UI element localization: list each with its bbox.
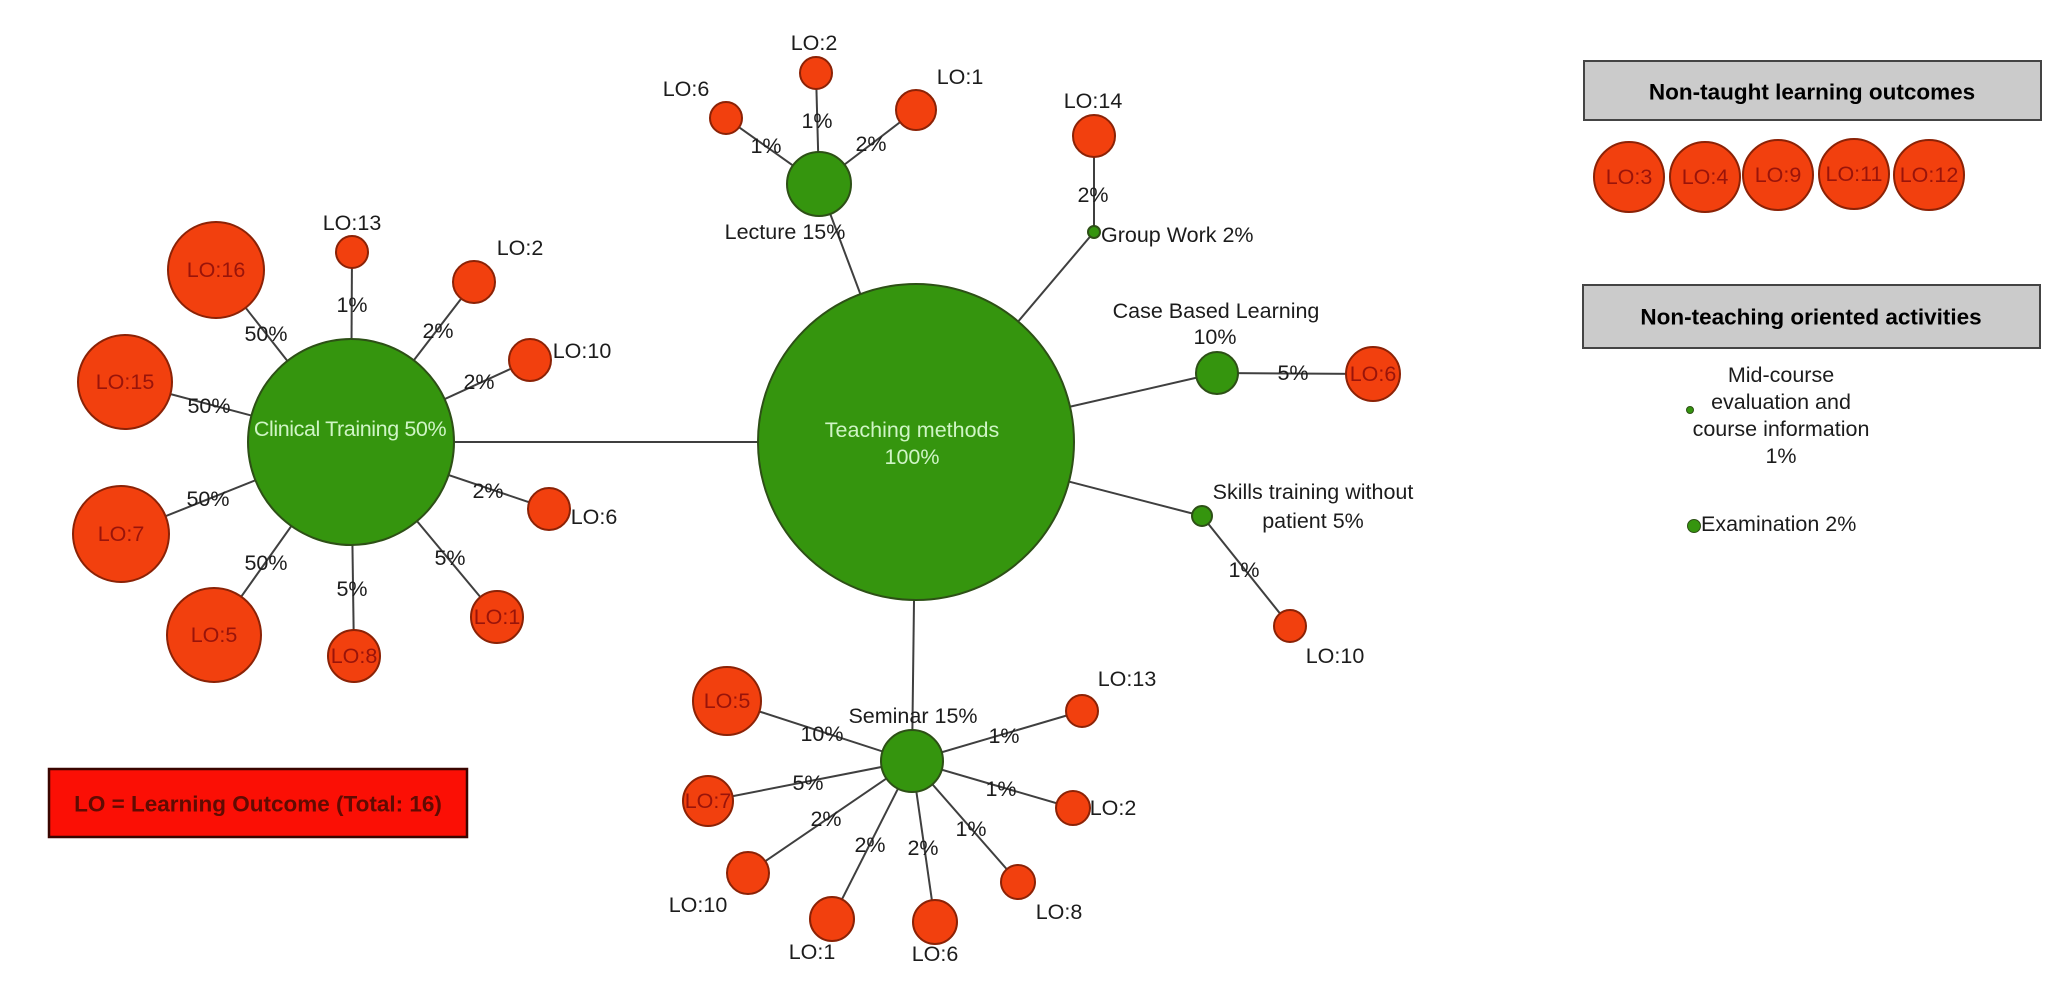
- svg-text:1%: 1%: [1765, 444, 1796, 468]
- svg-text:LO:7: LO:7: [685, 789, 732, 813]
- svg-text:LO:2: LO:2: [1090, 796, 1137, 820]
- svg-text:LO:6: LO:6: [571, 505, 618, 529]
- svg-text:LO:4: LO:4: [1682, 165, 1729, 189]
- svg-text:patient 5%: patient 5%: [1262, 509, 1364, 533]
- svg-text:100%: 100%: [885, 445, 940, 469]
- svg-text:LO:14: LO:14: [1064, 89, 1123, 113]
- svg-text:2%: 2%: [463, 370, 494, 394]
- svg-text:2%: 2%: [1077, 183, 1108, 207]
- svg-text:Lecture 15%: Lecture 15%: [725, 220, 846, 244]
- svg-text:50%: 50%: [186, 487, 229, 511]
- svg-text:2%: 2%: [855, 132, 886, 156]
- svg-text:LO:10: LO:10: [1306, 644, 1365, 668]
- svg-text:LO:6: LO:6: [663, 77, 710, 101]
- svg-text:course information: course information: [1693, 417, 1870, 441]
- svg-text:LO:8: LO:8: [1036, 900, 1083, 924]
- svg-text:LO:2: LO:2: [791, 31, 838, 55]
- svg-text:2%: 2%: [907, 836, 938, 860]
- svg-text:Case Based Learning: Case Based Learning: [1113, 299, 1320, 323]
- svg-text:LO:12: LO:12: [1900, 163, 1959, 187]
- svg-text:LO:6: LO:6: [1350, 362, 1397, 386]
- svg-text:LO:1: LO:1: [937, 65, 984, 89]
- svg-text:LO:13: LO:13: [1098, 667, 1157, 691]
- svg-text:2%: 2%: [472, 479, 503, 503]
- svg-text:LO:10: LO:10: [669, 893, 728, 917]
- svg-text:1%: 1%: [1228, 558, 1259, 582]
- svg-text:Non-taught learning outcomes: Non-taught learning outcomes: [1649, 80, 1975, 105]
- svg-text:10%: 10%: [800, 722, 843, 746]
- svg-text:2%: 2%: [422, 319, 453, 343]
- svg-text:50%: 50%: [244, 551, 287, 575]
- svg-text:Seminar 15%: Seminar 15%: [848, 704, 977, 728]
- svg-text:1%: 1%: [988, 724, 1019, 748]
- svg-text:LO:1: LO:1: [474, 605, 521, 629]
- svg-text:Examination 2%: Examination 2%: [1701, 512, 1856, 536]
- svg-text:LO:5: LO:5: [704, 689, 751, 713]
- svg-text:LO:7: LO:7: [98, 522, 145, 546]
- svg-text:LO:8: LO:8: [331, 644, 378, 668]
- svg-text:LO:3: LO:3: [1606, 165, 1653, 189]
- svg-text:5%: 5%: [1277, 361, 1308, 385]
- svg-text:1%: 1%: [801, 109, 832, 133]
- svg-text:LO:10: LO:10: [553, 339, 612, 363]
- svg-text:5%: 5%: [792, 771, 823, 795]
- svg-text:2%: 2%: [810, 807, 841, 831]
- svg-text:LO:9: LO:9: [1755, 163, 1802, 187]
- svg-text:50%: 50%: [244, 322, 287, 346]
- svg-text:2%: 2%: [854, 833, 885, 857]
- svg-text:LO = Learning Outcome (Total:: LO = Learning Outcome (Total: 16): [74, 792, 442, 817]
- svg-text:LO:1: LO:1: [789, 940, 836, 964]
- svg-text:LO:16: LO:16: [187, 258, 246, 282]
- svg-text:Non-teaching oriented activiti: Non-teaching oriented activities: [1640, 305, 1981, 330]
- svg-text:LO:5: LO:5: [191, 623, 238, 647]
- svg-text:LO:2: LO:2: [497, 236, 544, 260]
- svg-text:5%: 5%: [336, 577, 367, 601]
- svg-text:LO:15: LO:15: [96, 370, 155, 394]
- svg-text:Group Work 2%: Group Work 2%: [1101, 223, 1254, 247]
- svg-text:1%: 1%: [955, 817, 986, 841]
- svg-text:1%: 1%: [750, 134, 781, 158]
- svg-text:Mid-course: Mid-course: [1728, 363, 1834, 387]
- svg-text:1%: 1%: [985, 777, 1016, 801]
- svg-text:LO:13: LO:13: [323, 211, 382, 235]
- svg-text:50%: 50%: [187, 394, 230, 418]
- svg-text:5%: 5%: [434, 546, 465, 570]
- svg-text:10%: 10%: [1193, 325, 1236, 349]
- svg-text:Clinical Training 50%: Clinical Training 50%: [254, 417, 447, 441]
- svg-text:Teaching methods: Teaching methods: [825, 418, 1000, 442]
- svg-text:Skills training without: Skills training without: [1213, 480, 1414, 504]
- svg-text:evaluation and: evaluation and: [1711, 390, 1851, 414]
- svg-text:LO:6: LO:6: [912, 942, 959, 966]
- svg-text:LO:11: LO:11: [1826, 162, 1883, 186]
- svg-text:1%: 1%: [336, 293, 367, 317]
